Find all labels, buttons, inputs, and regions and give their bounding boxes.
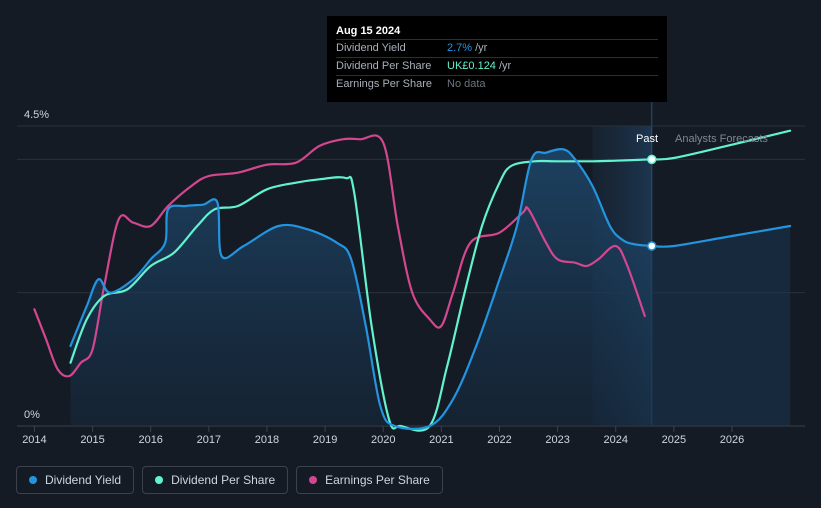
tooltip-date: Aug 15 2024 <box>336 25 401 37</box>
y-tick-label-bottom: 0% <box>24 409 40 421</box>
legend-item-earnings-per-share[interactable]: Earnings Per Share <box>296 466 443 494</box>
tooltip-label: Dividend Per Share <box>336 60 432 72</box>
past-region-label: Past <box>636 133 658 145</box>
x-tick-label: 2025 <box>662 434 686 446</box>
dividend-yield-line <box>69 147 653 430</box>
legend-dot-icon <box>155 476 164 484</box>
tooltip-row-dividend-per-share: Dividend Per Share UK£0.124 /yr <box>336 57 658 75</box>
legend-item-dividend-yield[interactable]: Dividend Yield <box>16 466 135 494</box>
x-tick-label: 2015 <box>80 434 104 446</box>
tooltip-value: UK£0.124 <box>447 60 496 72</box>
tooltip-label: Earnings Per Share <box>336 78 432 90</box>
y-tick-label-top: 4.5% <box>24 109 49 121</box>
x-tick-label: 2018 <box>255 434 279 446</box>
tooltip-row-earnings-per-share: Earnings Per Share No data <box>336 75 658 93</box>
x-tick-label: 2024 <box>603 434 627 446</box>
legend: Dividend Yield Dividend Per Share Earnin… <box>16 466 443 494</box>
x-tick-label: 2014 <box>22 434 46 446</box>
legend-dot-icon <box>309 476 318 484</box>
tooltip-unit: /yr <box>475 42 488 54</box>
tooltip-value: 2.7% <box>447 42 473 54</box>
legend-item-dividend-per-share[interactable]: Dividend Per Share <box>142 466 289 494</box>
dividend-yield-forecast-area <box>651 226 791 426</box>
legend-label: Dividend Yield <box>45 473 122 487</box>
tooltip-label: Dividend Yield <box>336 42 406 54</box>
x-tick-label: 2021 <box>429 434 453 446</box>
x-tick-label: 2016 <box>138 434 162 446</box>
dividend-per-share-marker <box>647 154 657 165</box>
dividend-per-share-forecast-line <box>650 129 792 161</box>
x-tick-label: 2020 <box>371 434 395 446</box>
x-tick-label: 2023 <box>545 434 569 446</box>
dividend-yield-area <box>70 149 652 429</box>
hover-tooltip: Aug 15 2024 Dividend Yield 2.7% /yr Divi… <box>327 16 667 102</box>
dividend-yield-marker <box>647 241 657 251</box>
x-tick-label: 2019 <box>313 434 337 446</box>
tooltip-value: No data <box>447 78 486 90</box>
legend-dot-icon <box>29 476 37 484</box>
forecast-region-label: Analysts Forecasts <box>675 133 768 145</box>
legend-label: Dividend Per Share <box>171 473 276 487</box>
dividend-yield-forecast-line <box>650 224 792 248</box>
x-tick-label: 2022 <box>487 434 511 446</box>
x-tick-label: 2017 <box>197 434 221 446</box>
tooltip-unit: /yr <box>498 60 512 72</box>
tooltip-row-dividend-yield: Dividend Yield 2.7% /yr <box>336 39 658 57</box>
dividend-per-share-line <box>69 158 653 432</box>
x-tick-label: 2026 <box>720 434 744 446</box>
legend-label: Earnings Per Share <box>325 473 430 487</box>
